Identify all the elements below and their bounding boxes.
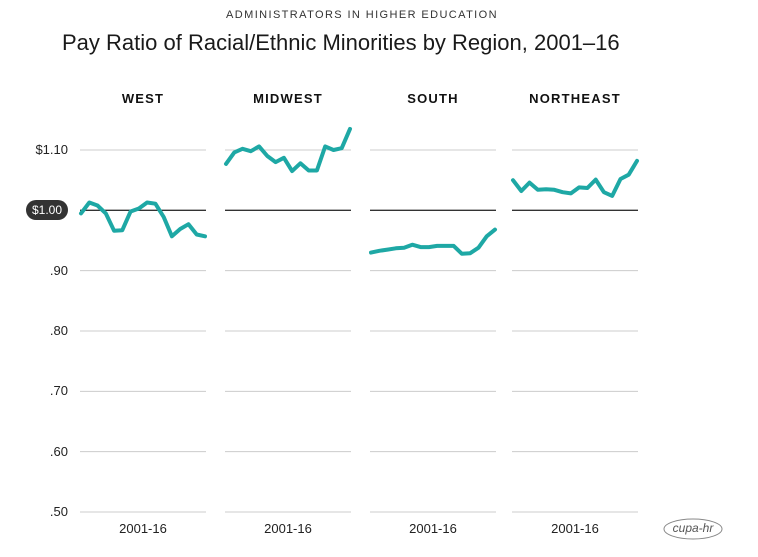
panel-title-northeast: NORTHEAST (529, 91, 621, 106)
panel-title-midwest: MIDWEST (253, 91, 323, 106)
series-line-midwest (224, 126, 352, 174)
logo-swoosh-icon (663, 518, 723, 540)
y-tick-label: .90 (49, 262, 68, 278)
y-tick-label: .70 (49, 383, 68, 399)
chart-title: Pay Ratio of Racial/Ethnic Minorities by… (62, 30, 620, 55)
panel-south (369, 149, 497, 513)
logo-text: cupa-hr (672, 521, 714, 535)
cupa-hr-logo: cupa-hr (662, 517, 724, 541)
y-tick-label: $1.00 (26, 200, 68, 221)
y-tick-label: $1.10 (35, 142, 68, 157)
series-line-west (79, 200, 207, 239)
panel-title-west: WEST (121, 91, 165, 106)
y-tick-label: .80 (49, 323, 68, 338)
panel-title-south: SOUTH (407, 91, 459, 106)
y-tick-label: .60 (49, 443, 68, 459)
panel-west (79, 149, 207, 513)
series-line-south (369, 227, 497, 256)
series-line-northeast (511, 158, 639, 198)
x-axis-label-west: 2001-16 (119, 521, 167, 536)
panel-midwest (224, 126, 352, 513)
y-tick-label: .50 (49, 504, 68, 519)
x-axis-label-northeast: 2001-16 (551, 521, 599, 536)
chart-supertitle: ADMINISTRATORS IN HIGHER EDUCATION (226, 9, 498, 21)
x-axis-label-midwest: 2001-16 (264, 521, 312, 536)
panel-northeast (511, 149, 639, 513)
x-axis-label-south: 2001-16 (409, 521, 457, 536)
